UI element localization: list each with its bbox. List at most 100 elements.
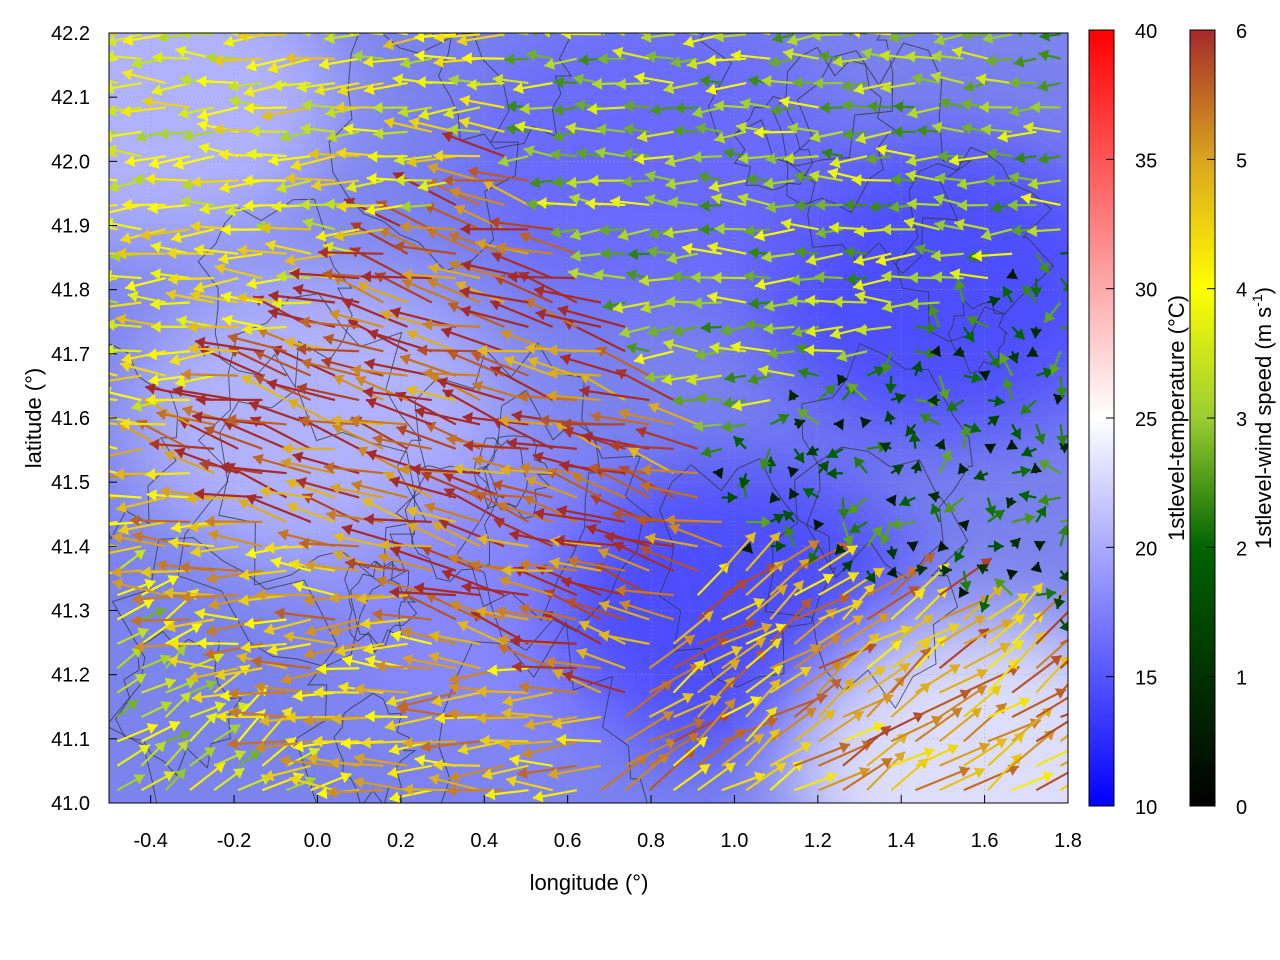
wind-vector-head	[148, 157, 160, 169]
wind-vector	[579, 385, 650, 402]
wind-vector	[1010, 423, 1022, 440]
wind-vector-head	[830, 661, 843, 672]
wind-vector-head	[180, 591, 191, 604]
wind-vector-head	[672, 394, 683, 407]
wind-vector-head	[498, 414, 509, 427]
wind-vector	[552, 668, 602, 694]
wind-vector	[639, 545, 699, 572]
wind-vector	[866, 750, 906, 791]
wind-vector	[567, 267, 602, 280]
wind-vector	[939, 614, 986, 645]
wind-vector	[793, 573, 835, 597]
wind-vector	[1035, 771, 1068, 792]
wind-vector	[570, 250, 602, 262]
wind-vector-head	[647, 325, 659, 337]
wind-vector	[264, 541, 311, 554]
wind-vector	[387, 764, 432, 779]
wind-vector-head	[402, 653, 414, 666]
wind-vector-head	[698, 171, 710, 184]
wind-vector	[788, 389, 800, 402]
wind-vector	[333, 531, 384, 548]
wind-vector-head	[96, 301, 106, 313]
wind-vector	[691, 106, 723, 119]
wind-vector-head	[364, 358, 376, 370]
wind-vector	[304, 618, 360, 637]
wind-vector-head	[754, 637, 766, 649]
wind-vector	[619, 599, 674, 621]
wind-vector	[495, 241, 553, 255]
wind-vector	[427, 162, 481, 182]
wind-vector-head	[956, 178, 968, 190]
wind-vector-shaft	[194, 492, 263, 499]
wind-vector	[612, 541, 675, 572]
wind-vector-head	[842, 128, 853, 140]
wind-vector-head	[805, 294, 816, 307]
wind-vector-head	[920, 413, 932, 425]
wind-vector-head	[881, 362, 893, 374]
wind-vector	[910, 33, 940, 36]
wind-vector-shaft	[963, 665, 1020, 694]
wind-vector-head	[946, 400, 958, 411]
wind-vector-head	[435, 712, 445, 725]
wind-vector-head	[807, 540, 820, 551]
wind-vector	[109, 386, 142, 402]
wind-vector-head	[506, 775, 517, 787]
wind-vector	[953, 218, 989, 231]
wind-vector	[987, 414, 1000, 427]
wind-vector	[496, 501, 553, 523]
wind-vector	[597, 52, 626, 65]
wind-vector	[1011, 771, 1054, 792]
wind-vector-head	[750, 696, 762, 707]
wind-vector-head	[337, 84, 348, 97]
wind-vector	[402, 653, 457, 670]
wind-vector	[826, 467, 843, 480]
wind-vector-head	[389, 743, 400, 756]
wind-vector-head	[220, 223, 231, 236]
wind-vector	[428, 651, 481, 670]
wind-vector	[721, 491, 738, 504]
wind-vector	[853, 81, 892, 95]
wind-vector-head	[443, 107, 455, 119]
wind-vector	[208, 594, 263, 611]
wind-vector	[904, 423, 917, 437]
wind-vector-shaft	[571, 473, 626, 499]
wind-vector	[852, 33, 892, 39]
wind-vector-head	[640, 464, 651, 476]
wind-vector-head	[414, 33, 425, 43]
wind-vector	[400, 57, 432, 69]
wind-vector-head	[336, 147, 347, 160]
wind-vector-head	[406, 155, 417, 168]
wind-vector-head	[999, 353, 1011, 365]
wind-vector-head	[487, 664, 498, 677]
wind-vector-head	[1016, 593, 1029, 604]
wind-vector	[769, 597, 813, 645]
wind-vector-shaft	[554, 538, 626, 548]
wind-vector-head	[683, 635, 695, 646]
wind-vector	[1026, 346, 1039, 358]
wind-vector-head	[237, 244, 248, 257]
wind-vector-head	[569, 193, 581, 205]
wind-vector	[697, 618, 757, 645]
wind-vector-head	[814, 271, 825, 284]
wind-vector-head	[636, 426, 647, 438]
wind-vector-head	[533, 285, 545, 298]
wind-vector	[415, 76, 456, 89]
wind-vector-head	[1030, 328, 1043, 339]
wind-vector-shaft	[219, 465, 287, 475]
wind-vector	[914, 663, 961, 694]
wind-vector	[275, 179, 312, 194]
wind-vector-head	[879, 442, 892, 453]
wind-vector	[571, 473, 626, 499]
wind-vector-head	[890, 518, 901, 530]
wind-vector-head	[289, 558, 300, 571]
wind-vector-head	[879, 725, 891, 737]
wind-vector	[1059, 783, 1068, 792]
wind-vector-head	[363, 386, 374, 399]
wind-vector-head	[565, 597, 577, 609]
wind-vector-head	[448, 123, 459, 136]
wind-vector	[131, 398, 166, 412]
wind-vector	[908, 297, 940, 310]
wind-vector-head	[109, 82, 114, 94]
wind-vector-head	[146, 348, 158, 361]
wind-vector	[422, 318, 481, 331]
